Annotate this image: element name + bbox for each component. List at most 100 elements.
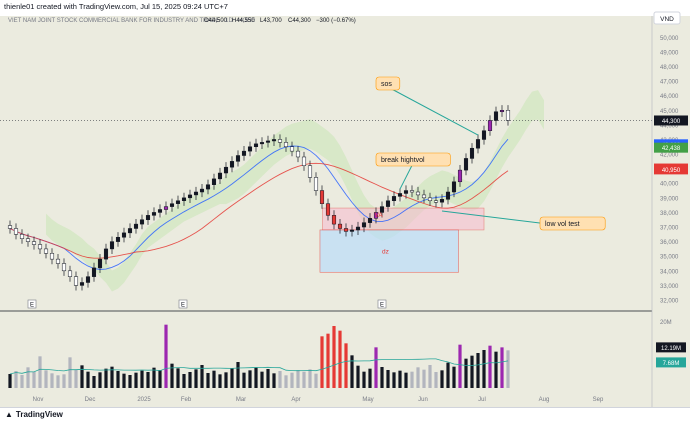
volume-bar[interactable] (434, 372, 438, 388)
volume-bar[interactable] (428, 365, 432, 388)
volume-bar[interactable] (206, 373, 210, 388)
candle-body[interactable] (187, 194, 193, 199)
volume-bar[interactable] (128, 375, 132, 388)
callout-box[interactable] (375, 76, 401, 91)
candle-body[interactable] (247, 146, 253, 152)
volume-bar[interactable] (62, 374, 66, 388)
volume-bar[interactable] (110, 366, 114, 388)
candle-body[interactable] (445, 191, 451, 200)
chart[interactable]: sos break hightvol low vol test VA dz E E E 50,… (0, 0, 690, 407)
candle-body[interactable] (241, 150, 247, 156)
volume-bar[interactable] (8, 374, 12, 388)
volume-bar[interactable] (38, 356, 42, 388)
volume-bar[interactable] (44, 370, 48, 388)
volume-bar[interactable] (68, 357, 72, 388)
volume-bar[interactable] (50, 373, 54, 388)
candle-body[interactable] (451, 181, 457, 193)
volume-bar[interactable] (284, 375, 288, 388)
volume-bar[interactable] (212, 370, 216, 388)
candle-body[interactable] (355, 226, 361, 231)
volume-bar[interactable] (200, 365, 204, 388)
candle-body[interactable] (457, 169, 463, 183)
volume-bar[interactable] (182, 374, 186, 388)
volume-bar[interactable] (386, 370, 390, 388)
candle-body[interactable] (493, 111, 499, 121)
volume-bar[interactable] (350, 355, 354, 388)
candle-body[interactable] (97, 258, 103, 269)
candle-body[interactable] (469, 147, 475, 159)
volume-bar[interactable] (344, 343, 348, 388)
candle-body[interactable] (367, 218, 373, 223)
candle-body[interactable] (463, 158, 469, 171)
candle-body[interactable] (265, 140, 271, 143)
volume-bar[interactable] (332, 326, 336, 388)
volume-bar[interactable] (98, 372, 102, 388)
candle-body[interactable] (217, 172, 223, 180)
candle-body[interactable] (229, 161, 235, 168)
candle-body[interactable] (91, 267, 97, 277)
candle-body[interactable] (175, 200, 181, 204)
volume-bar[interactable] (464, 358, 468, 388)
candle-body[interactable] (73, 276, 79, 286)
volume-bar[interactable] (140, 370, 144, 388)
candle-body[interactable] (43, 248, 49, 254)
volume-bar[interactable] (494, 351, 498, 388)
candle-body[interactable] (409, 190, 415, 193)
candle-body[interactable] (391, 196, 397, 202)
candle-body[interactable] (259, 142, 265, 145)
candle-body[interactable] (85, 276, 91, 283)
volume-bar[interactable] (452, 366, 456, 388)
volume-bar[interactable] (188, 372, 192, 388)
candle-body[interactable] (487, 120, 493, 131)
volume-bar[interactable] (26, 367, 30, 388)
volume-bar[interactable] (122, 373, 126, 388)
volume-bar[interactable] (290, 372, 294, 388)
candle-body[interactable] (295, 150, 301, 158)
candle-body[interactable] (31, 241, 37, 245)
candle-body[interactable] (319, 190, 325, 204)
candle-body[interactable] (19, 234, 25, 239)
event-marker[interactable] (27, 299, 37, 309)
candle-body[interactable] (433, 200, 439, 203)
volume-bar[interactable] (74, 369, 78, 388)
candle-body[interactable] (313, 177, 319, 191)
volume-bar[interactable] (356, 365, 360, 388)
candle-body[interactable] (331, 215, 337, 225)
volume-bar[interactable] (134, 372, 138, 388)
candle-body[interactable] (481, 130, 487, 140)
candle-body[interactable] (13, 228, 19, 235)
volume-bar[interactable] (488, 345, 492, 388)
volume-bar[interactable] (152, 367, 156, 388)
volume-bar[interactable] (248, 370, 252, 388)
candle-body[interactable] (79, 282, 85, 286)
volume-bar[interactable] (194, 369, 198, 388)
candle-body[interactable] (37, 244, 43, 250)
candle-body[interactable] (283, 142, 289, 148)
currency-badge-box[interactable] (653, 11, 681, 25)
candle-body[interactable] (103, 248, 109, 260)
volume-bar[interactable] (242, 372, 246, 388)
candle-body[interactable] (277, 139, 283, 143)
volume-bar[interactable] (272, 373, 276, 388)
volume-bar[interactable] (326, 333, 330, 388)
volume-bar[interactable] (392, 372, 396, 388)
candle-body[interactable] (211, 178, 217, 185)
candle-body[interactable] (235, 155, 241, 162)
candle-body[interactable] (499, 110, 505, 113)
volume-pane[interactable] (8, 324, 510, 388)
candle-body[interactable] (133, 223, 139, 229)
candle-body[interactable] (205, 184, 211, 190)
candle-body[interactable] (61, 263, 67, 272)
volume-bar[interactable] (404, 372, 408, 388)
candle-body[interactable] (7, 225, 13, 229)
volume-bar[interactable] (374, 347, 378, 388)
candle-body[interactable] (379, 206, 385, 213)
volume-bar[interactable] (296, 370, 300, 388)
candle-body[interactable] (193, 191, 199, 196)
candle-body[interactable] (271, 139, 277, 142)
volume-bar[interactable] (146, 372, 150, 388)
candle-body[interactable] (361, 222, 367, 228)
candle-body[interactable] (253, 143, 259, 148)
candle-body[interactable] (139, 219, 145, 225)
candle-body[interactable] (151, 212, 157, 216)
